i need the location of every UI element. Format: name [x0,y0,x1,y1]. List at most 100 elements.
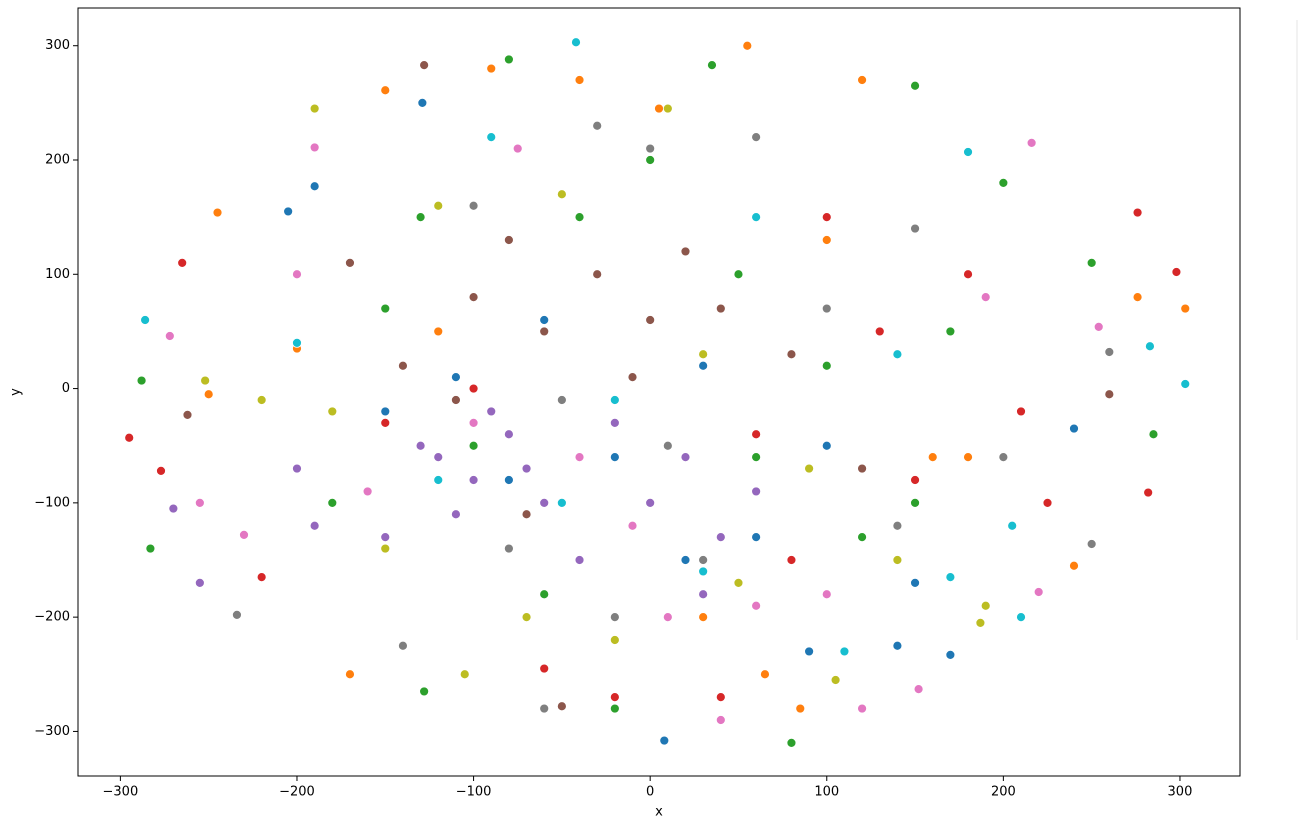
point [136,375,147,386]
point [857,75,867,85]
point [292,337,302,348]
point [309,181,320,192]
y-axis-label: y [9,388,24,396]
point [556,189,567,200]
x-tick-label: 0 [646,785,654,800]
point [892,349,903,360]
point [980,600,991,611]
point [380,85,391,96]
point [857,532,867,543]
point [521,463,532,474]
point [539,326,550,337]
point [503,429,514,440]
point [751,532,762,543]
point [140,315,151,325]
y-tick-label: 0 [62,381,70,396]
point [715,532,726,543]
point [1143,487,1154,498]
point [200,375,211,386]
point [1104,347,1115,357]
point [645,143,656,154]
point [539,589,550,600]
point [380,303,391,314]
point [451,509,461,520]
point [194,577,205,588]
point [662,612,673,623]
point [742,40,753,51]
point [609,692,620,703]
point [751,429,762,440]
point [698,349,709,360]
point [927,452,938,463]
point [468,417,479,428]
point [892,640,903,651]
point [698,566,709,577]
point [194,497,205,508]
point [1132,292,1143,303]
point [362,486,373,497]
point [398,360,408,371]
point [398,640,408,651]
y-tick-label: −300 [34,724,70,739]
point [945,326,956,337]
point [415,440,426,451]
point [539,703,550,714]
point [645,497,656,508]
point [571,37,581,48]
point [168,503,179,514]
point [574,452,585,463]
point [156,465,166,476]
point [821,235,832,245]
point [645,315,656,325]
point [662,103,673,114]
point [751,486,762,497]
y-tick-label: 300 [45,38,70,53]
point [715,715,726,725]
point [698,360,709,371]
point [680,452,691,463]
point [913,684,924,695]
y-tick-label: 100 [45,267,70,282]
point [419,60,430,71]
point [292,463,302,474]
point [857,703,867,714]
x-axis-label: x [655,805,663,820]
point [707,60,717,71]
point [751,452,762,463]
point [177,257,188,268]
point [327,406,338,417]
point [1026,137,1037,148]
point [733,577,744,588]
point [145,543,156,554]
plot-frame [77,7,1241,777]
point [486,406,497,417]
point [164,331,175,341]
point [659,735,670,746]
point [680,555,691,565]
point [760,669,770,680]
point [556,497,567,508]
point [124,432,135,443]
point [433,452,444,463]
x-tick-label: 100 [814,785,839,800]
point [468,383,479,394]
point [874,326,885,337]
point [380,543,391,554]
point [715,692,726,703]
point [574,212,585,223]
point [910,497,920,508]
point [1086,539,1097,549]
point [751,600,762,611]
point [512,143,523,154]
point [830,675,841,685]
point [821,440,832,451]
point [998,452,1009,463]
point [592,120,603,131]
point [521,509,532,520]
point [821,303,832,314]
point [556,395,567,405]
point [539,497,550,508]
point [521,612,532,623]
point [839,646,850,657]
